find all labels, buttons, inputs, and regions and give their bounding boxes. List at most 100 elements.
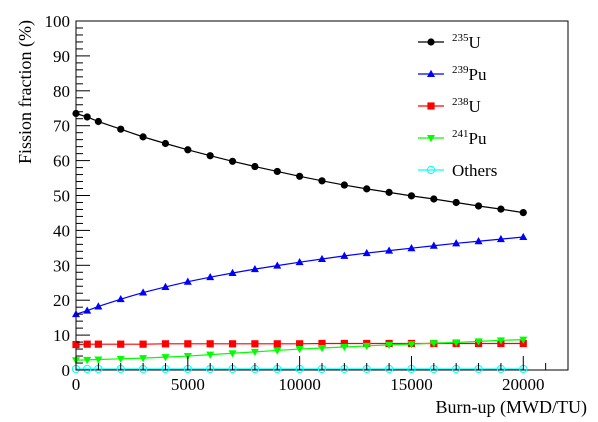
legend-entry: 239Pu: [418, 64, 487, 84]
legend-label: Others: [452, 161, 497, 180]
data-point: [295, 346, 304, 354]
series-line: [75, 236, 524, 315]
data-point: [318, 254, 326, 263]
data-point: [72, 109, 80, 118]
data-point: [83, 113, 91, 121]
data-point: [94, 340, 102, 348]
data-point: [318, 339, 326, 348]
data-point: [497, 205, 505, 213]
data-point: [228, 350, 237, 358]
y-tick-label: 100: [45, 12, 71, 31]
data-point: [273, 347, 282, 355]
data-point: [94, 117, 102, 126]
data-point: [474, 338, 483, 346]
data-point: [295, 257, 304, 266]
data-point: [496, 337, 505, 345]
y-tick-label: 80: [53, 82, 70, 101]
y-tick-label: 0: [62, 361, 71, 380]
data-point: [250, 264, 259, 273]
legend-marker: [427, 38, 435, 46]
data-point: [407, 192, 416, 200]
data-point: [83, 364, 92, 374]
data-point: [228, 340, 237, 348]
data-point: [206, 351, 215, 359]
data-point: [273, 340, 281, 348]
legend-label-name: U: [469, 33, 481, 52]
legend-label: 241Pu: [452, 128, 487, 148]
data-point: [139, 340, 147, 348]
data-point: [318, 345, 326, 353]
legend-entry: 238U: [418, 96, 481, 116]
legend-marker: [427, 135, 435, 143]
data-point: [206, 152, 214, 160]
legend-label-superscript: 238: [452, 96, 469, 108]
y-tick-label: 30: [53, 256, 70, 275]
data-point: [429, 241, 438, 249]
data-point: [340, 251, 349, 259]
legend-entry: 241Pu: [418, 128, 487, 148]
legend-label-superscript: 235: [452, 32, 469, 44]
data-point: [296, 172, 304, 180]
x-tick-label: 10000: [278, 375, 321, 394]
data-point: [452, 339, 461, 347]
plot-area-border: [75, 20, 569, 371]
data-point: [139, 355, 148, 363]
legend-entry: Others: [418, 161, 497, 180]
y-tick-label: 70: [53, 117, 70, 136]
x-tick-label: 5000: [171, 375, 205, 394]
y-tick-label: 10: [53, 326, 70, 345]
legend-label-superscript: 239: [452, 64, 469, 76]
data-point: [452, 239, 461, 247]
data-point: [184, 146, 192, 154]
data-point: [94, 302, 103, 310]
data-point: [273, 261, 282, 269]
plot-frame: [75, 20, 569, 371]
y-tick-label: 40: [53, 221, 70, 240]
data-point: [340, 339, 348, 348]
legend-label: 238U: [452, 96, 481, 116]
data-point: [385, 246, 394, 254]
data-point: [362, 342, 371, 351]
data-point: [496, 234, 505, 243]
data-point: [430, 195, 438, 203]
data-point: [116, 355, 125, 364]
data-point: [519, 209, 527, 217]
data-point: [363, 185, 371, 193]
series-line: [75, 342, 524, 346]
y-axis-label: Fission fraction (%): [15, 20, 36, 164]
data-point: [117, 340, 125, 348]
data-point: [161, 354, 170, 362]
legend-label: 239Pu: [452, 64, 487, 84]
data-point: [206, 340, 214, 348]
data-point: [183, 277, 192, 285]
data-point: [429, 340, 438, 348]
data-point: [385, 341, 394, 350]
y-tick-label: 50: [53, 187, 70, 206]
legend-marker: [426, 165, 436, 175]
data-point: [296, 340, 304, 348]
data-point: [452, 198, 460, 207]
legend-entry: 235U: [418, 32, 481, 52]
series-2: [72, 232, 528, 318]
data-point: [228, 268, 237, 276]
legend-marker: [427, 69, 435, 77]
data-point: [340, 343, 349, 352]
x-tick-label: 20000: [502, 375, 545, 394]
legend-label-name: U: [469, 97, 481, 116]
series-layer: [71, 109, 528, 374]
data-point: [116, 294, 125, 303]
data-point: [206, 272, 215, 281]
y-tick-label: 60: [53, 152, 70, 171]
data-point: [139, 288, 148, 296]
data-point: [184, 340, 192, 348]
series-1: [72, 109, 527, 217]
legend-label: 235U: [452, 32, 481, 52]
data-point: [474, 202, 483, 210]
legend-label-name: Pu: [469, 65, 487, 84]
data-point: [251, 162, 259, 171]
data-point: [72, 309, 80, 318]
data-point: [161, 340, 170, 348]
legend-marker: [427, 102, 435, 110]
x-tick-label: 15000: [390, 375, 433, 394]
